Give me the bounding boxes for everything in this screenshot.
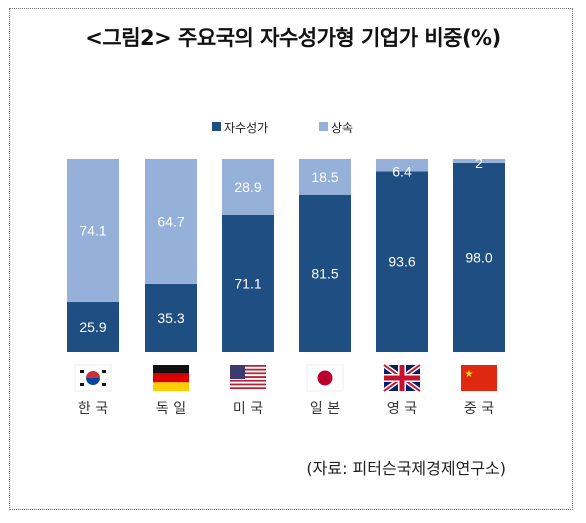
legend-label-self-made: 자수성가 — [224, 121, 269, 135]
category-label: 영 국 — [387, 401, 417, 417]
flag-trigram — [102, 370, 106, 373]
flag-stripe — [230, 370, 266, 373]
bar-self-made — [222, 214, 274, 352]
bar-self-made — [453, 162, 505, 352]
flag-stripe — [230, 381, 266, 384]
flag-sun — [317, 370, 333, 386]
source-note: (자료: 피터슨국제경제연구소) — [306, 459, 506, 478]
value-label-inherited: 2 — [475, 155, 483, 171]
bar-inherited — [376, 159, 428, 172]
usa-flag — [230, 365, 266, 391]
category-label: 한 국 — [78, 401, 108, 417]
value-label-self-made: 71.1 — [234, 275, 261, 291]
korea-flag — [74, 364, 112, 392]
flag-stripe — [230, 372, 266, 375]
flag-stripe — [230, 385, 266, 388]
flag-trigram — [80, 370, 84, 373]
flag-trigram — [102, 383, 106, 386]
flag-field — [461, 365, 497, 391]
flag-stripe — [230, 376, 266, 378]
germany-flag — [153, 365, 189, 391]
value-label-inherited: 18.5 — [311, 169, 338, 185]
flag-stripe — [230, 378, 266, 380]
value-label-self-made: 93.6 — [388, 254, 415, 270]
bar-self-made — [145, 283, 197, 352]
flag-stripe — [153, 373, 189, 383]
bar-self-made — [376, 171, 428, 352]
category-label: 중 국 — [464, 401, 494, 417]
flag-field — [306, 364, 344, 392]
legend-label-inherited: 상속 — [331, 121, 354, 135]
uk-flag — [382, 362, 422, 394]
bar-self-made — [67, 302, 119, 352]
flag-stripe — [230, 389, 266, 391]
chart-frame — [9, 8, 573, 510]
bar-inherited — [453, 159, 505, 163]
bar-inherited — [67, 159, 119, 303]
flag-stripe — [230, 374, 266, 377]
flag-canton — [230, 365, 245, 379]
flag-stripe — [230, 387, 266, 390]
value-label-self-made: 25.9 — [79, 319, 106, 335]
category-label: 미 국 — [233, 401, 263, 417]
bar-inherited — [299, 159, 351, 195]
flag-cross-red — [384, 375, 420, 381]
bar-inherited — [222, 159, 274, 215]
flag-stripe — [230, 368, 266, 371]
value-label-inherited: 28.9 — [234, 179, 261, 195]
value-label-inherited: 74.1 — [79, 223, 106, 239]
legend-swatch-inherited — [319, 122, 328, 131]
flag-stripe — [230, 365, 266, 367]
flag-taegeuk-red — [86, 371, 100, 378]
bar-inherited — [145, 159, 197, 284]
flag-stripe — [230, 379, 266, 382]
flag-trigram — [80, 383, 84, 386]
value-label-self-made: 98.0 — [465, 249, 492, 265]
chart-title: <그림2> 주요국의 자수성가형 기업가 비중(%) — [85, 26, 501, 50]
category-label: 독 일 — [156, 401, 186, 417]
value-label-inherited: 6.4 — [392, 163, 412, 179]
flag-stripe — [230, 366, 266, 369]
category-label: 일 본 — [310, 401, 340, 417]
flag-taegeuk-blue — [86, 378, 100, 385]
china-flag: ★ — [461, 365, 497, 391]
bar-self-made — [299, 194, 351, 352]
japan-flag — [306, 364, 344, 392]
flag-stripe — [153, 382, 189, 391]
value-label-inherited: 64.7 — [157, 213, 184, 229]
flag-star: ★ — [465, 369, 474, 380]
value-label-self-made: 35.3 — [157, 310, 184, 326]
flag-stripe — [153, 365, 189, 374]
legend-swatch-self-made — [212, 122, 221, 131]
value-label-self-made: 81.5 — [311, 265, 338, 281]
flag-stripe — [230, 383, 266, 386]
